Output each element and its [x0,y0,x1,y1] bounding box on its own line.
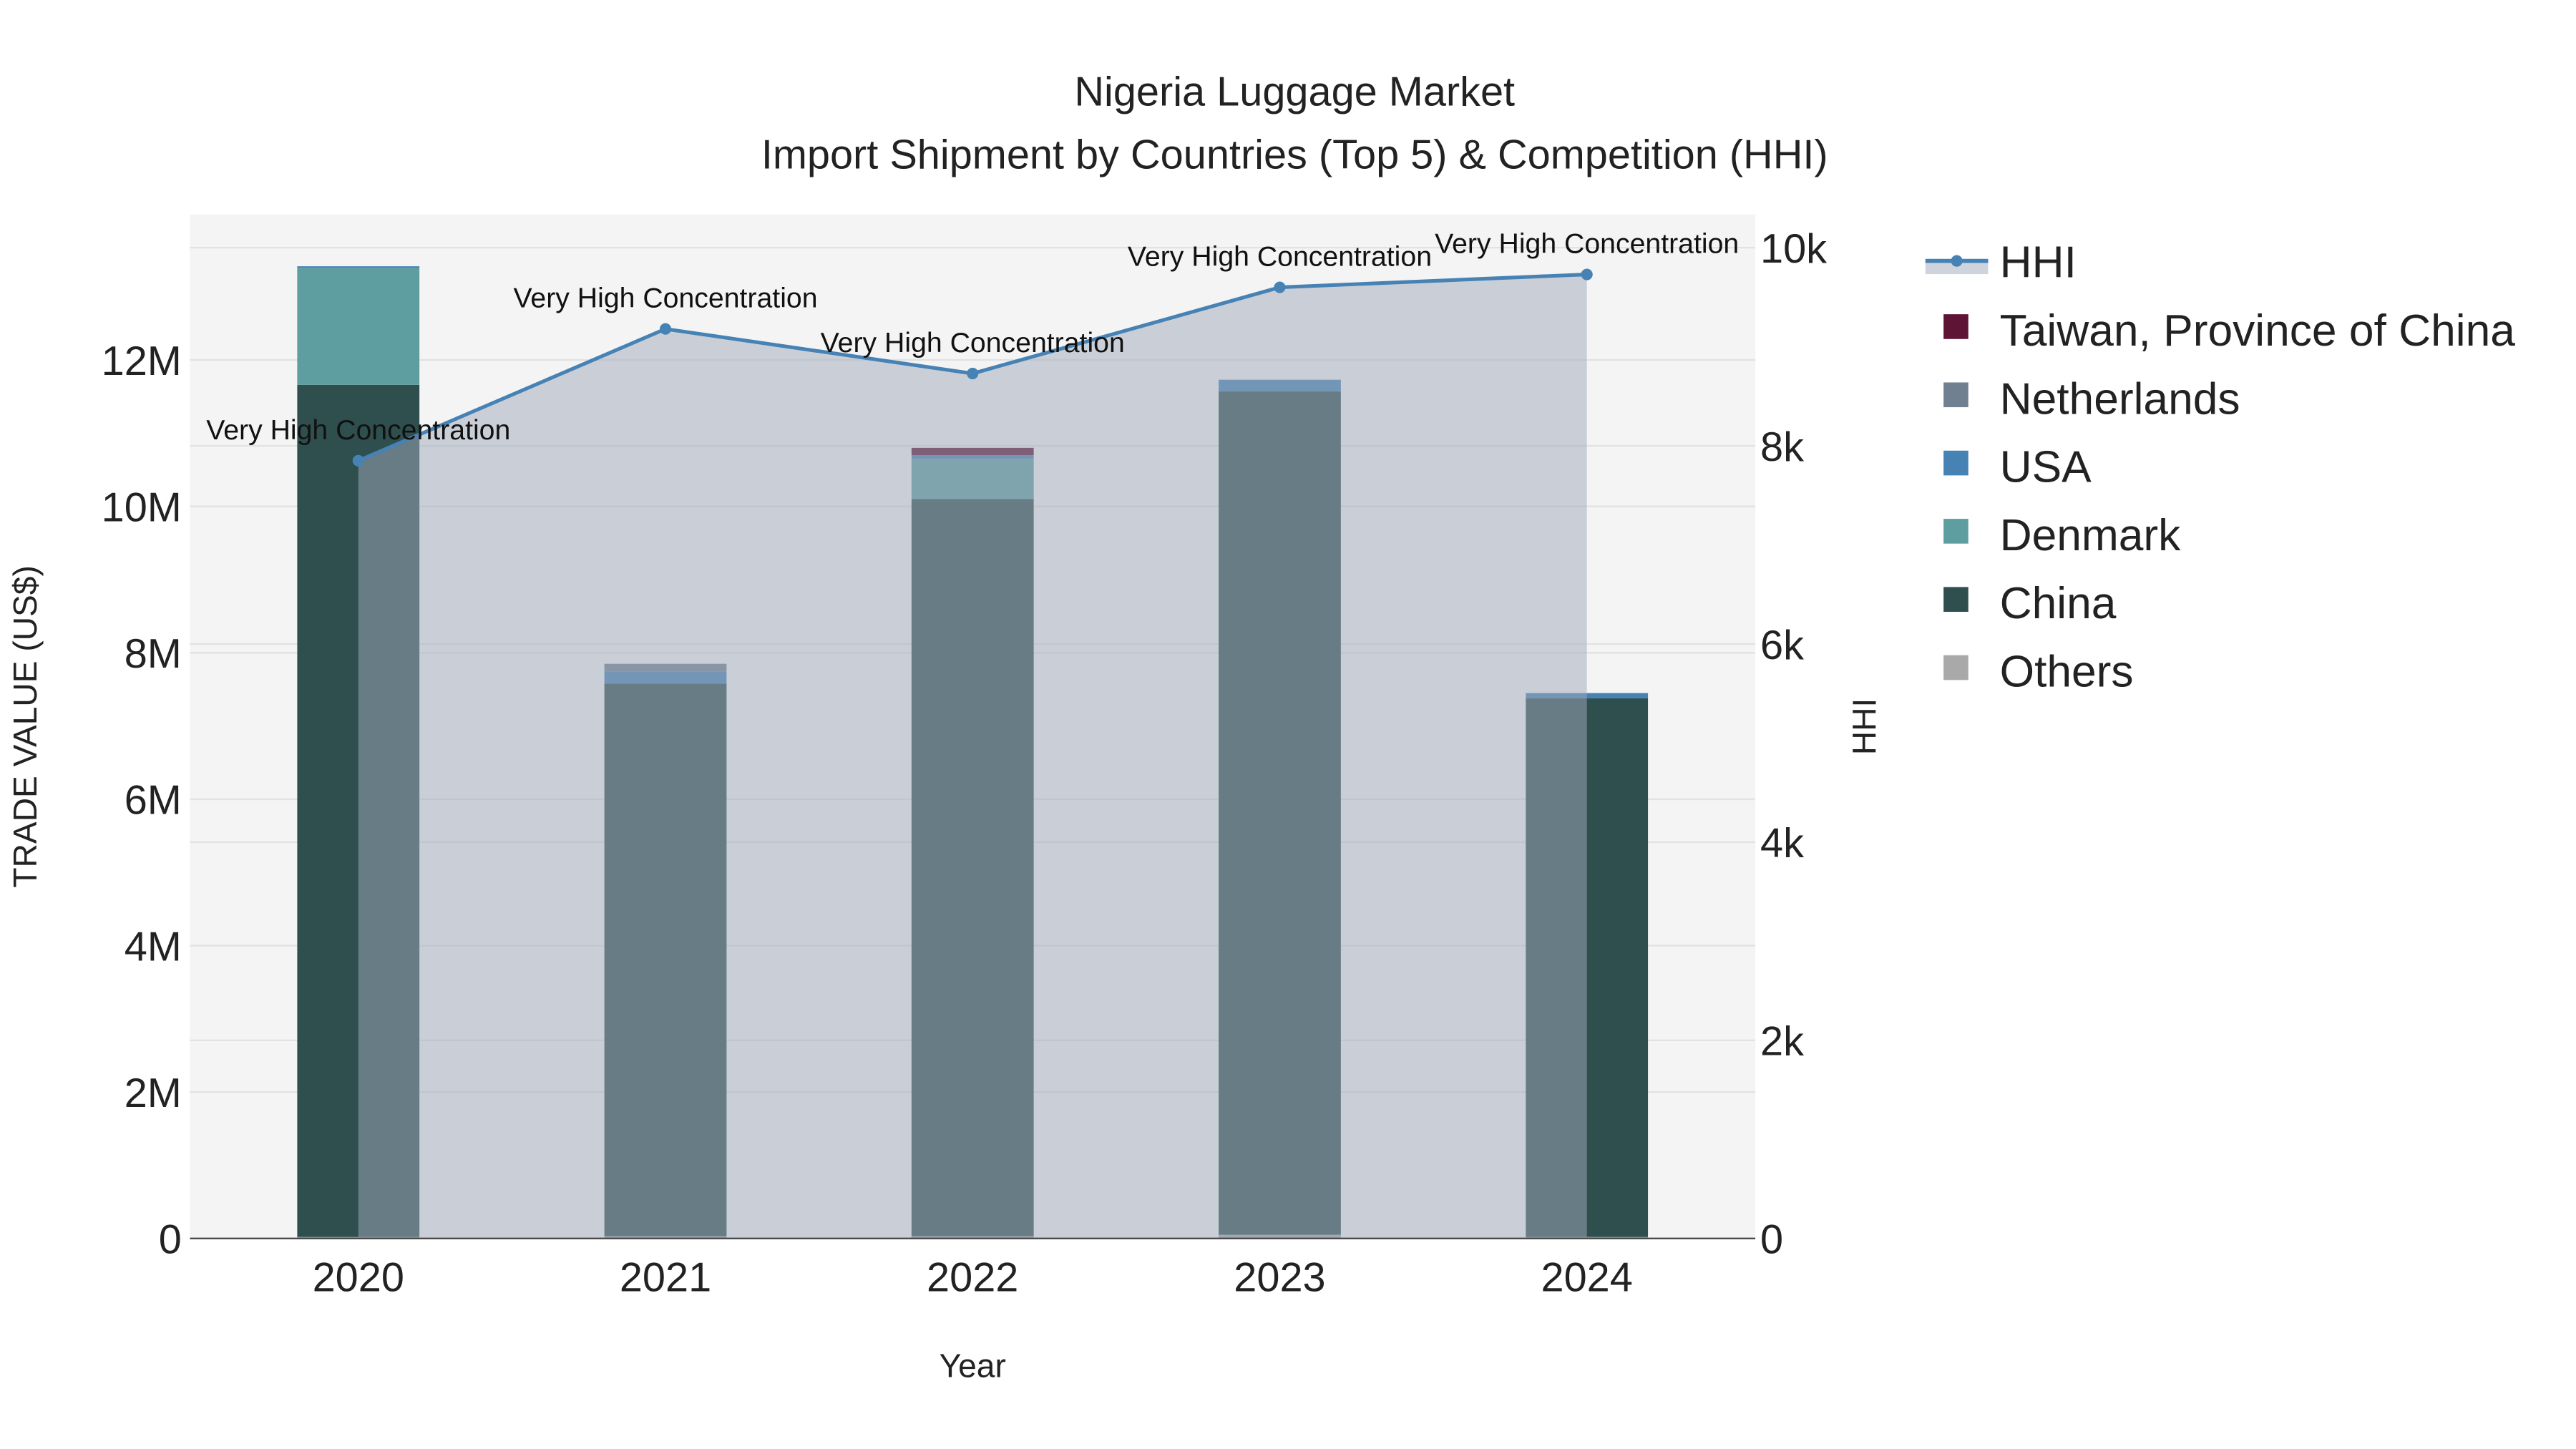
legend: HHI Taiwan, Province of China Netherlands U… [1925,238,2516,697]
legend-label-taiwan-province-of-china: Taiwan, Province of China [2000,306,2516,356]
bar-usa-2024 [1526,693,1649,698]
hhi-point-2022 [967,367,979,380]
y-tick-label: 4M [125,924,182,970]
hhi-annotation: Very High Concentration [1435,228,1739,260]
hhi-annotation: Very High Concentration [206,414,510,446]
legend-label-china: China [2000,579,2117,628]
legend-swatch-taiwan-province-of-china [1943,314,1968,339]
x-tick-label: 2020 [313,1255,404,1301]
y2-tick-label: 0 [1760,1217,1783,1263]
hhi-annotation: Very High Concentration [821,327,1125,358]
hhi-point-2023 [1274,281,1286,293]
bar-denmark-2020 [297,268,420,385]
x-tick-label: 2024 [1541,1255,1633,1301]
y2-tick-label: 8k [1760,424,1804,470]
y-tick-label: 0 [159,1217,182,1263]
legend-label-netherlands: Netherlands [2000,374,2240,424]
x-tick-label: 2023 [1234,1255,1325,1301]
y2-tick-label: 4k [1760,821,1804,867]
y-axis-label: TRADE VALUE (US$) [6,565,44,887]
y-tick-label: 2M [125,1070,182,1116]
legend-swatch-others [1943,655,1968,680]
y-tick-label: 8M [125,631,182,677]
y2-axis-label: HHI [1846,698,1883,755]
hhi-point-2024 [1581,268,1593,280]
y2-tick-label: 6k [1760,623,1804,668]
y2-tick-label: 10k [1760,226,1827,272]
legend-hhi-marker [1951,255,1963,267]
hhi-area [358,274,1587,1239]
legend-label-others: Others [2000,648,2134,697]
x-tick-label: 2021 [620,1255,711,1301]
x-tick-label: 2022 [927,1255,1018,1301]
y-tick-label: 10M [102,484,182,530]
y2-tick-label: 2k [1760,1019,1804,1065]
hhi-annotation: Very High Concentration [513,283,817,314]
chart-title: Nigeria Luggage Market [1074,69,1515,115]
legend-label-hhi: HHI [2000,238,2077,288]
legend-hhi-fill-swatch [1925,260,1989,275]
y-tick-label: 12M [102,338,182,384]
legend-swatch-netherlands [1943,382,1968,408]
legend-label-usa: USA [2000,443,2092,492]
hhi-annotation: Very High Concentration [1128,241,1432,273]
chart-subtitle: Import Shipment by Countries (Top 5) & C… [761,132,1828,177]
hhi-point-2021 [659,323,672,335]
legend-label-denmark: Denmark [2000,511,2182,560]
legend-swatch-china [1943,587,1968,612]
x-axis-label: Year [940,1347,1006,1385]
y-tick-label: 6M [125,778,182,824]
legend-swatch-usa [1943,450,1968,476]
hhi-point-2020 [352,454,364,467]
bar-usa-2020 [297,266,420,268]
legend-swatch-denmark [1943,519,1968,544]
